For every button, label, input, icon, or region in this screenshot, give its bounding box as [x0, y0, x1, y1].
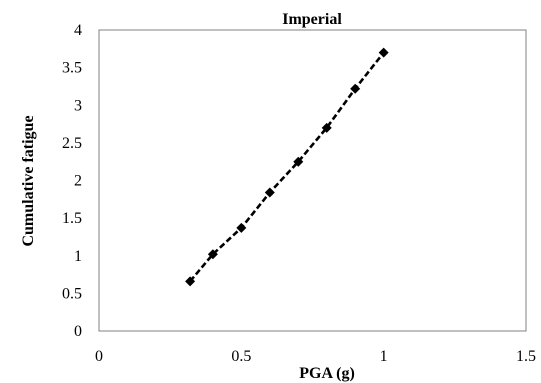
- x-tick-label: 1: [380, 348, 388, 365]
- x-axis-title: PGA (g): [299, 365, 355, 382]
- data-point-marker: [321, 122, 332, 133]
- data-point-marker: [378, 47, 389, 58]
- y-tick-label: 1.5: [62, 210, 82, 227]
- y-tick-label: 3: [74, 97, 82, 114]
- y-tick-label: 3.5: [62, 60, 82, 77]
- plot-area-frame: [98, 29, 527, 332]
- chart-title: Imperial: [282, 11, 342, 28]
- data-point-marker: [264, 187, 275, 198]
- data-point-marker: [293, 156, 304, 167]
- y-tick-label: 0: [74, 323, 82, 340]
- series-line: [189, 51, 385, 283]
- y-tick-label: 2.5: [62, 135, 82, 152]
- x-tick-label: 0: [95, 348, 103, 365]
- data-point-marker: [207, 249, 218, 260]
- data-point-marker: [350, 83, 361, 94]
- y-tick-label: 0.5: [62, 285, 82, 302]
- y-tick-label: 4: [74, 22, 82, 39]
- y-tick-label: 2: [74, 173, 82, 190]
- data-point-marker: [236, 222, 247, 233]
- x-axis-ticks: 0 0.5 1 1.5: [95, 348, 536, 365]
- data-point-marker: [185, 276, 196, 287]
- x-tick-label: 0.5: [231, 348, 251, 365]
- y-axis-title: Cumulative fatigue: [20, 115, 37, 246]
- y-tick-label: 1: [74, 248, 82, 265]
- y-axis-ticks: 0 0.5 1 1.5 2 2.5 3 3.5 4: [62, 22, 82, 340]
- series-group: [185, 47, 389, 287]
- x-tick-label: 1.5: [516, 348, 536, 365]
